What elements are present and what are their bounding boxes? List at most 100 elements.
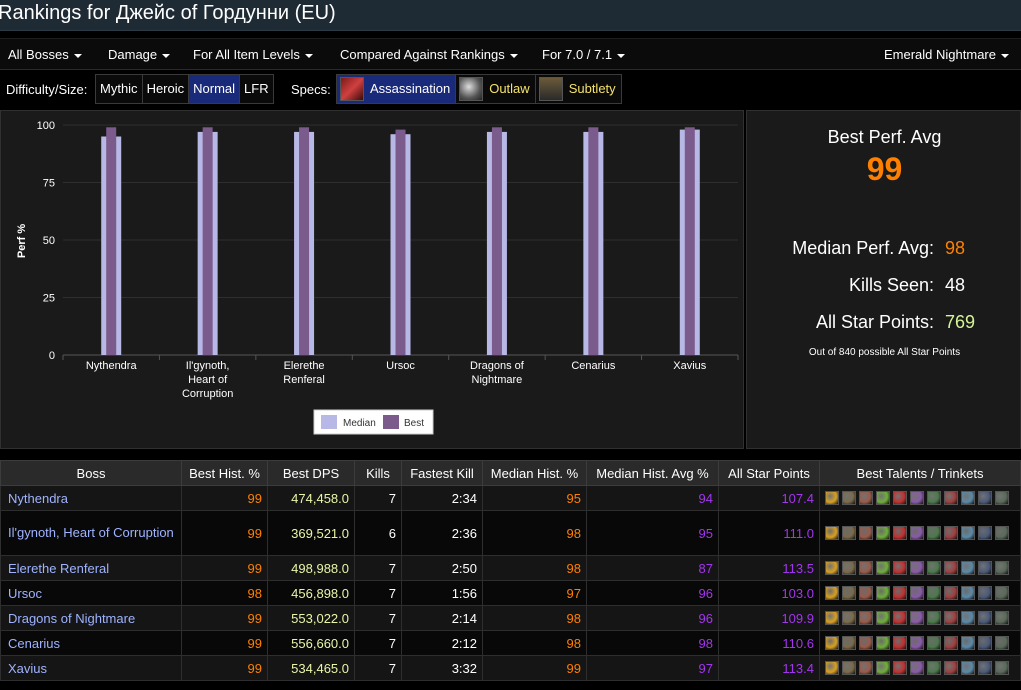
- trinket-icon[interactable]: [995, 661, 1009, 675]
- col-all-star-points[interactable]: All Star Points: [718, 460, 820, 486]
- trinket-icon[interactable]: [978, 661, 992, 675]
- talent-icon[interactable]: [859, 561, 873, 575]
- talent-icon[interactable]: [876, 586, 890, 600]
- talent-icon[interactable]: [842, 636, 856, 650]
- talent-icon[interactable]: [859, 491, 873, 505]
- item-level-dropdown[interactable]: For All Item Levels: [193, 47, 313, 62]
- talent-icon[interactable]: [927, 491, 941, 505]
- talent-icon[interactable]: [825, 636, 839, 650]
- talent-icon[interactable]: [893, 561, 907, 575]
- talent-icon[interactable]: [893, 491, 907, 505]
- talent-icon[interactable]: [825, 526, 839, 540]
- trinket-icon[interactable]: [978, 636, 992, 650]
- col-best-dps[interactable]: Best DPS: [267, 460, 355, 486]
- trinket-icon[interactable]: [995, 561, 1009, 575]
- col-kills[interactable]: Kills: [354, 460, 402, 486]
- talent-icon[interactable]: [825, 661, 839, 675]
- boss-link[interactable]: Cenarius: [0, 630, 182, 656]
- talent-icon[interactable]: [842, 526, 856, 540]
- talent-icon[interactable]: [876, 561, 890, 575]
- spec-outlaw[interactable]: Outlaw: [456, 75, 536, 103]
- trinket-icon[interactable]: [995, 636, 1009, 650]
- trinket-icon[interactable]: [995, 526, 1009, 540]
- boss-link[interactable]: Xavius: [0, 655, 182, 681]
- trinket-icon[interactable]: [961, 636, 975, 650]
- difficulty-normal[interactable]: Normal: [189, 75, 241, 103]
- talent-icon[interactable]: [893, 636, 907, 650]
- bosses-dropdown[interactable]: All Bosses: [8, 47, 82, 62]
- trinket-icon[interactable]: [961, 661, 975, 675]
- talent-icon[interactable]: [893, 586, 907, 600]
- difficulty-heroic[interactable]: Heroic: [142, 75, 190, 103]
- talent-icon[interactable]: [927, 611, 941, 625]
- talent-icon[interactable]: [876, 636, 890, 650]
- boss-link[interactable]: Dragons of Nightmare: [0, 605, 182, 631]
- talent-icon[interactable]: [825, 491, 839, 505]
- trinket-icon[interactable]: [944, 611, 958, 625]
- talent-icon[interactable]: [910, 611, 924, 625]
- talent-icon[interactable]: [842, 661, 856, 675]
- spec-assassination[interactable]: Assassination: [337, 75, 457, 103]
- trinket-icon[interactable]: [978, 586, 992, 600]
- talent-icon[interactable]: [910, 661, 924, 675]
- difficulty-lfr[interactable]: LFR: [240, 75, 273, 103]
- trinket-icon[interactable]: [995, 611, 1009, 625]
- trinket-icon[interactable]: [978, 491, 992, 505]
- trinket-icon[interactable]: [995, 586, 1009, 600]
- talent-icon[interactable]: [910, 491, 924, 505]
- talent-icon[interactable]: [842, 611, 856, 625]
- talent-icon[interactable]: [842, 586, 856, 600]
- talent-icon[interactable]: [859, 526, 873, 540]
- talent-icon[interactable]: [859, 636, 873, 650]
- talent-icon[interactable]: [825, 561, 839, 575]
- talent-icon[interactable]: [893, 611, 907, 625]
- talent-icon[interactable]: [876, 491, 890, 505]
- talent-icon[interactable]: [876, 611, 890, 625]
- compare-dropdown[interactable]: Compared Against Rankings: [340, 47, 518, 62]
- talent-icon[interactable]: [910, 636, 924, 650]
- talent-icon[interactable]: [859, 611, 873, 625]
- col-best-hist[interactable]: Best Hist. %: [181, 460, 268, 486]
- patch-dropdown[interactable]: For 7.0 / 7.1: [542, 47, 626, 62]
- talent-icon[interactable]: [825, 586, 839, 600]
- col-fastest-kill[interactable]: Fastest Kill: [401, 460, 483, 486]
- talent-icon[interactable]: [910, 526, 924, 540]
- trinket-icon[interactable]: [944, 586, 958, 600]
- talent-icon[interactable]: [927, 561, 941, 575]
- trinket-icon[interactable]: [961, 561, 975, 575]
- talent-icon[interactable]: [859, 661, 873, 675]
- boss-link[interactable]: Elerethe Renferal: [0, 555, 182, 581]
- talent-icon[interactable]: [876, 526, 890, 540]
- talent-icon[interactable]: [910, 561, 924, 575]
- trinket-icon[interactable]: [995, 491, 1009, 505]
- trinket-icon[interactable]: [944, 561, 958, 575]
- boss-link[interactable]: Il'gynoth, Heart of Corruption: [0, 510, 182, 556]
- talent-icon[interactable]: [893, 526, 907, 540]
- trinket-icon[interactable]: [961, 586, 975, 600]
- talent-icon[interactable]: [910, 586, 924, 600]
- difficulty-mythic[interactable]: Mythic: [96, 75, 143, 103]
- spec-subtlety[interactable]: Subtlety: [535, 75, 621, 103]
- talent-icon[interactable]: [842, 491, 856, 505]
- trinket-icon[interactable]: [944, 526, 958, 540]
- col-median-hist[interactable]: Median Hist. %: [482, 460, 587, 486]
- trinket-icon[interactable]: [978, 611, 992, 625]
- boss-link[interactable]: Nythendra: [0, 485, 182, 511]
- talent-icon[interactable]: [927, 661, 941, 675]
- trinket-icon[interactable]: [978, 526, 992, 540]
- zone-dropdown[interactable]: Emerald Nightmare: [884, 47, 1009, 62]
- talent-icon[interactable]: [859, 586, 873, 600]
- metric-dropdown[interactable]: Damage: [108, 47, 171, 62]
- boss-link[interactable]: Ursoc: [0, 580, 182, 606]
- talent-icon[interactable]: [893, 661, 907, 675]
- col-boss[interactable]: Boss: [0, 460, 182, 486]
- talent-icon[interactable]: [927, 526, 941, 540]
- talent-icon[interactable]: [876, 661, 890, 675]
- trinket-icon[interactable]: [978, 561, 992, 575]
- talent-icon[interactable]: [927, 586, 941, 600]
- trinket-icon[interactable]: [961, 611, 975, 625]
- trinket-icon[interactable]: [944, 661, 958, 675]
- trinket-icon[interactable]: [944, 491, 958, 505]
- talent-icon[interactable]: [825, 611, 839, 625]
- talent-icon[interactable]: [927, 636, 941, 650]
